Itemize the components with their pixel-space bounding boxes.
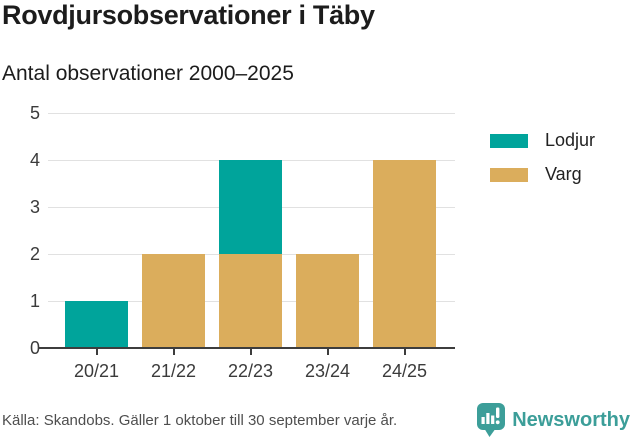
- newsworthy-logo-icon: [477, 403, 506, 437]
- newsworthy-wordmark: Newsworthy: [512, 408, 630, 431]
- x-tick-label: 20/21: [73, 361, 120, 381]
- legend-item-lodjur: Lodjur: [490, 130, 595, 151]
- legend-item-varg: Varg: [490, 164, 595, 185]
- stacked-bar-20-21: [65, 301, 128, 348]
- x-tick-label: 24/25: [381, 361, 428, 381]
- stacked-bar-23-24: [296, 254, 359, 348]
- newsworthy-brand: Newsworthy: [476, 402, 630, 438]
- bar-segment-lodjur: [65, 301, 128, 348]
- bar-segment-varg: [373, 160, 436, 348]
- x-axis-baseline: [38, 347, 455, 349]
- bar-slot-20-21: 20/21: [58, 113, 135, 381]
- plot-area: 20/21 21/22 22/23 23/24 24/25 0 1 2 3 4 5: [30, 104, 455, 381]
- bar-segment-varg: [296, 254, 359, 348]
- bar-slot-24-25: 24/25: [366, 113, 443, 381]
- y-tick-label: 0: [29, 338, 40, 358]
- y-tick-label: 1: [29, 291, 40, 311]
- legend-swatch-lodjur: [490, 133, 528, 148]
- x-tick-label: 21/22: [150, 361, 197, 381]
- stacked-bar-22-23: [219, 160, 282, 348]
- x-tick-label: 22/23: [227, 361, 274, 381]
- bar-slot-23-24: 23/24: [289, 113, 366, 381]
- x-tick-label: 23/24: [304, 361, 351, 381]
- x-tick: [95, 349, 98, 355]
- bars-area: 20/21 21/22 22/23 23/24 24/25: [58, 113, 443, 381]
- legend-label: Lodjur: [545, 130, 596, 150]
- legend: Lodjur Varg: [490, 130, 595, 185]
- stacked-bar-21-22: [142, 254, 205, 348]
- x-tick: [403, 349, 406, 355]
- y-tick-label: 5: [29, 103, 40, 123]
- page-title: Rovdjursobservationer i Täby: [2, 0, 375, 30]
- x-tick: [326, 349, 329, 355]
- x-tick: [172, 349, 175, 355]
- gridline-y5: [48, 113, 455, 114]
- bar-slot-21-22: 21/22: [135, 113, 212, 381]
- x-tick: [249, 349, 252, 355]
- bar-segment-varg: [219, 254, 282, 348]
- bar-segment-varg: [142, 254, 205, 348]
- source-note: Källa: Skandobs. Gäller 1 oktober till 3…: [2, 412, 398, 429]
- bar-segment-lodjur: [219, 160, 282, 254]
- chart-subtitle: Antal observationer 2000–2025: [2, 62, 294, 85]
- legend-swatch-varg: [490, 167, 528, 182]
- y-tick-label: 3: [29, 197, 40, 217]
- legend-label: Varg: [545, 164, 582, 184]
- stacked-bar-24-25: [373, 160, 436, 348]
- bar-slot-22-23: 22/23: [212, 113, 289, 381]
- y-tick-label: 4: [29, 150, 40, 170]
- y-tick-label: 2: [29, 244, 40, 264]
